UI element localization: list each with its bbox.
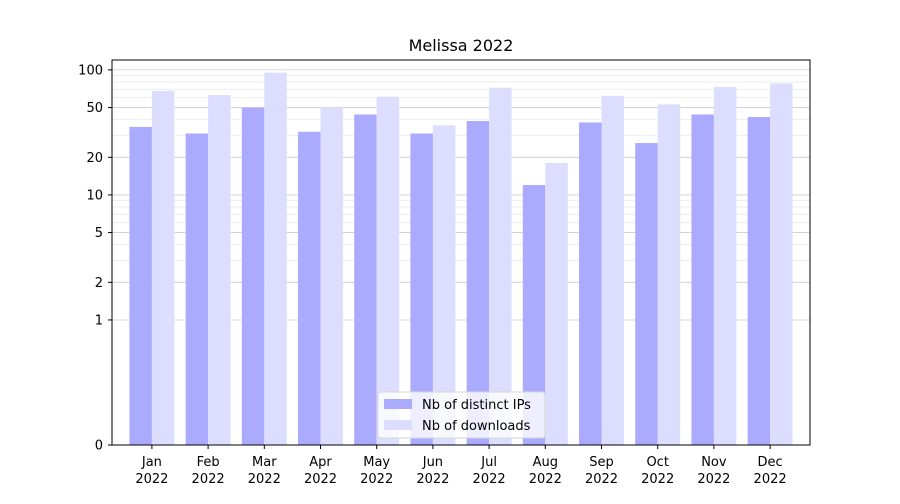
legend-box: [377, 391, 546, 439]
x-tick-label-year: 2022: [135, 472, 168, 487]
x-tick-label-month: Oct: [646, 455, 668, 470]
bar-distinct-ips: [579, 122, 602, 445]
bar-distinct-ips: [185, 133, 209, 445]
x-tick-label-year: 2022: [304, 472, 337, 487]
y-tick-label: 20: [86, 151, 103, 166]
bar-downloads: [713, 86, 737, 445]
bar-distinct-ips: [635, 143, 658, 445]
y-tick-label: 5: [95, 226, 103, 241]
bar-distinct-ips: [241, 107, 265, 446]
x-tick-label-year: 2022: [641, 472, 674, 487]
x-tick-label-year: 2022: [697, 472, 730, 487]
legend-swatch-downloads: [384, 420, 412, 430]
bar-downloads: [657, 104, 681, 445]
bar-downloads: [489, 87, 512, 445]
bar-downloads: [601, 95, 624, 446]
y-tick-label: 2: [95, 276, 103, 291]
x-tick-label-month: Jul: [480, 455, 497, 470]
bar-distinct-ips: [298, 131, 321, 445]
bar-downloads: [320, 107, 343, 446]
bar-distinct-ips: [691, 114, 714, 445]
x-tick-label-year: 2022: [248, 472, 281, 487]
x-tick-label-year: 2022: [416, 472, 449, 487]
x-tick-label-month: Aug: [533, 455, 558, 470]
bar-downloads: [770, 83, 793, 445]
x-tick-label-year: 2022: [754, 472, 787, 487]
legend-label-distinct-ips: Nb of distinct IPs: [422, 398, 531, 413]
x-tick-label-year: 2022: [360, 472, 393, 487]
plot-frame: [111, 59, 811, 446]
x-tick-label-month: Jun: [422, 455, 443, 470]
x-tick-label-month: Sep: [589, 455, 614, 470]
x-tick-label-month: Apr: [309, 455, 332, 470]
y-tick-label: 1: [95, 313, 103, 328]
bar-distinct-ips: [747, 117, 771, 445]
chart-title: Melissa 2022: [409, 36, 514, 55]
x-tick-label-year: 2022: [192, 472, 225, 487]
y-tick-label: 10: [86, 188, 103, 203]
bar-downloads: [545, 163, 568, 445]
x-tick-label-month: Mar: [252, 455, 277, 470]
x-tick-label-month: Nov: [701, 455, 727, 470]
x-tick-label-month: Feb: [197, 455, 220, 470]
legend-swatch-distinct-ips: [384, 399, 412, 409]
y-tick-label: 50: [86, 101, 103, 116]
bar-distinct-ips: [129, 126, 152, 446]
bar-distinct-ips: [522, 185, 546, 445]
bar-distinct-ips: [354, 114, 377, 445]
legend: Nb of distinct IPs Nb of downloads: [377, 391, 546, 439]
y-tick-label: 100: [78, 63, 103, 78]
x-tick-label-month: Dec: [758, 455, 783, 470]
bar-downloads: [151, 90, 175, 446]
bar-downloads: [432, 125, 456, 445]
bar-downloads: [208, 94, 231, 446]
bar-downloads: [376, 96, 400, 445]
x-tick-label-year: 2022: [585, 472, 618, 487]
bar-distinct-ips: [466, 121, 490, 446]
x-tick-label-year: 2022: [473, 472, 506, 487]
legend-label-downloads: Nb of downloads: [422, 419, 531, 434]
y-axis: 0 1 2 5 10 20 50 100: [78, 63, 112, 454]
x-tick-label-year: 2022: [529, 472, 562, 487]
x-tick-label-month: Jan: [141, 455, 162, 470]
x-axis: Jan 2022 Feb 2022 Mar 2022 Apr 2022 May 2022 Jun 20…: [135, 445, 787, 487]
y-tick-label: 0: [95, 439, 103, 454]
x-tick-label-month: May: [363, 455, 390, 470]
bar-distinct-ips: [410, 133, 433, 445]
bar-downloads: [264, 72, 287, 445]
bars: [129, 72, 793, 446]
